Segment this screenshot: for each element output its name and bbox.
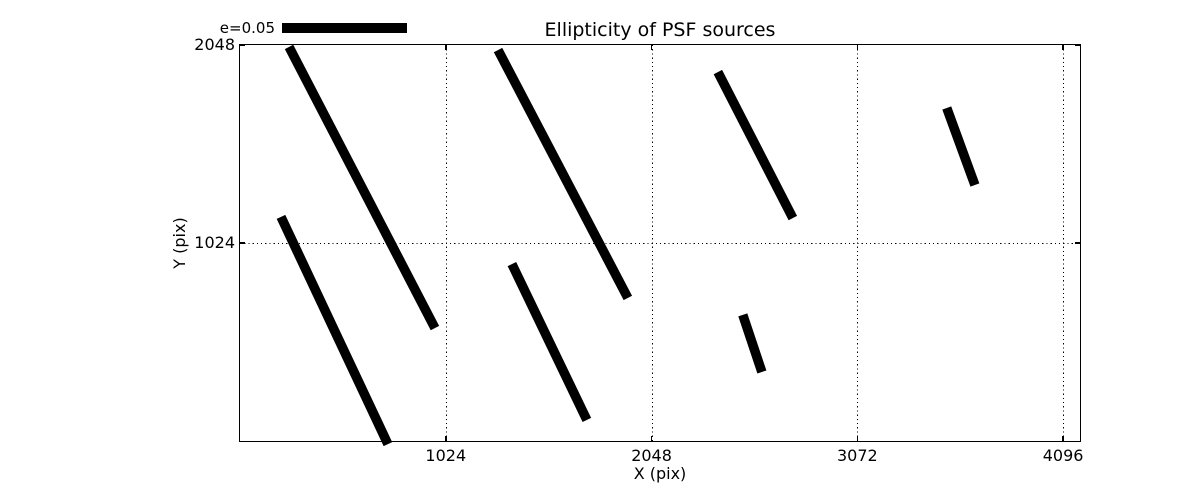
y-tick-label: 2048 [194,35,235,54]
y-tick-label: 1024 [194,233,235,252]
y-tick-mark [240,242,245,244]
ellipticity-whisker [276,214,393,447]
ellipticity-whisker [507,262,592,422]
whisker-plot-canvas [276,44,980,447]
x-tick-label: 3072 [836,446,878,465]
x-tick-label: 4096 [1042,446,1084,465]
x-tick-mark [1062,436,1064,441]
x-axis-label: X (pix) [633,464,687,483]
x-tick-mark [650,436,653,441]
ellipticity-whisker [738,313,767,374]
plot-area [239,44,1081,447]
y-tick-mark [1075,44,1080,46]
ellipticity-whisker [942,106,980,187]
y-tick-mark [240,44,245,46]
x-tick-mark [1062,45,1064,50]
x-tick-mark [445,436,447,441]
ellipticity-whisker [713,69,798,221]
legend-bar-sample [282,23,407,33]
ellipticity-whisker [493,47,633,301]
x-tick-mark [856,45,859,50]
y-gridline [240,243,1080,244]
x-tick-label: 1024 [425,446,467,465]
ellipticity-whisker [284,44,440,331]
x-tick-mark [650,45,653,50]
x-tick-mark [856,436,859,441]
chart-title: Ellipticity of PSF sources [544,19,776,41]
x-tick-label: 2048 [631,446,672,465]
y-tick-mark [1075,242,1080,244]
legend-label: e=0.05 [219,19,275,37]
x-tick-mark [445,45,447,50]
